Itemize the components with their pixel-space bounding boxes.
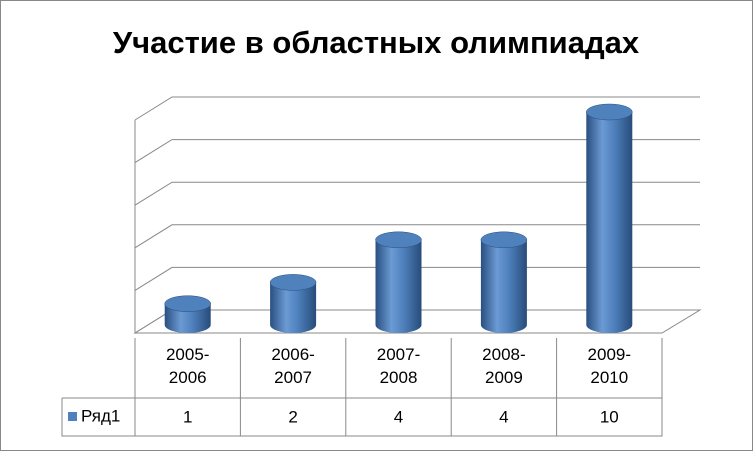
cylinder-body [480, 239, 527, 333]
grid-line [134, 224, 700, 249]
cylinder-top [375, 231, 422, 249]
value-label: 4 [499, 407, 508, 426]
cylinder-body [164, 303, 211, 333]
chart-title: Участие в областных олимпиадах [113, 25, 640, 60]
grid-line [134, 139, 700, 164]
cylinder-top [269, 274, 317, 291]
cylinder-body [586, 112, 633, 333]
cylinder [375, 231, 422, 333]
cylinder [480, 231, 528, 333]
legend-swatch [68, 412, 77, 421]
cylinder-top [480, 231, 528, 249]
grid-line [134, 181, 700, 206]
value-label: 10 [600, 407, 619, 426]
cylinder [164, 295, 211, 333]
value-label: 1 [183, 407, 192, 426]
cylinder-body [270, 282, 317, 333]
cylinder-body [375, 239, 422, 333]
cylinder [269, 274, 317, 333]
legend-label: Ряд1 [81, 406, 120, 425]
category-label: 2005-2006 [166, 345, 209, 387]
value-label: 4 [394, 407, 403, 426]
cylinder [586, 103, 633, 333]
category-label: 2009-2010 [588, 345, 631, 387]
cylinder-top [586, 103, 633, 121]
table-border [61, 398, 663, 437]
value-label: 2 [288, 407, 297, 426]
cylinder-top [164, 295, 211, 312]
category-label: 2007-2008 [377, 345, 420, 387]
grid-line [134, 96, 700, 121]
category-label: 2008-2009 [482, 345, 525, 387]
category-label: 2006-2007 [271, 345, 314, 387]
